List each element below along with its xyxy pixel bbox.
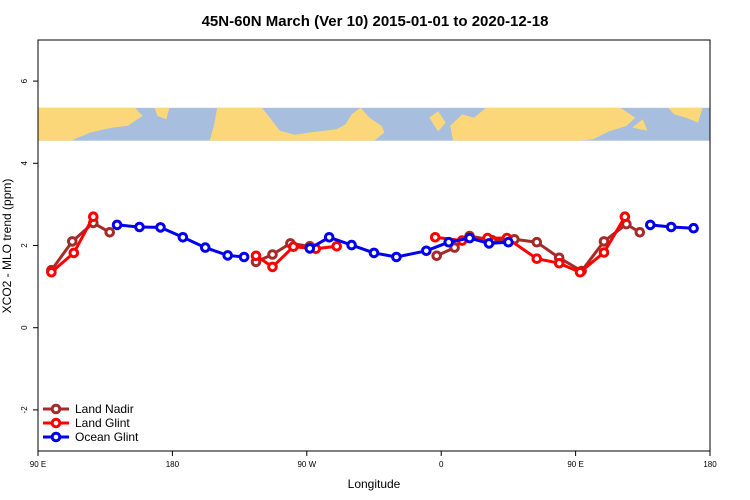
data-point-land-glint: [598, 247, 610, 258]
data-point-ocean-glint: [391, 251, 402, 263]
data-point-land-nadir: [104, 227, 115, 238]
data-point-ocean-glint: [134, 221, 145, 233]
map-land-shape: [450, 107, 636, 141]
data-point-land-nadir: [531, 236, 543, 248]
world-map-band: [38, 107, 710, 141]
data-point-ocean-glint: [222, 250, 233, 261]
data-point-land-glint: [574, 266, 586, 278]
y-tick-label: -2: [20, 406, 29, 414]
data-point-land-nadir: [67, 236, 78, 247]
series-line-land-nadir: [255, 241, 311, 264]
data-point-land-glint: [429, 232, 441, 243]
data-point-ocean-glint: [421, 245, 432, 257]
series-ocean-glint: [111, 219, 699, 263]
data-point-land-nadir: [449, 242, 460, 253]
data-point-ocean-glint: [304, 243, 316, 254]
data-point-ocean-glint: [503, 236, 514, 248]
series-line-land-nadir: [50, 221, 111, 272]
data-point-land-glint: [250, 250, 262, 262]
data-point-land-nadir: [634, 227, 646, 238]
data-point-land-glint: [553, 257, 565, 269]
y-tick-label: 2: [20, 243, 29, 248]
data-point-land-glint: [619, 211, 631, 222]
x-axis-label: Longitude: [348, 477, 401, 491]
data-point-land-glint: [331, 241, 343, 252]
data-point-ocean-glint: [688, 222, 699, 234]
data-point-land-glint: [46, 266, 57, 278]
data-point-ocean-glint: [200, 242, 211, 253]
legend-item-ocean-glint: Ocean Glint: [43, 430, 139, 444]
x-tick-label: 90 E: [30, 460, 46, 469]
map-land-shape: [632, 119, 648, 131]
y-tick-label: 6: [20, 78, 29, 83]
data-point-land-glint: [288, 241, 299, 252]
y-axis-label: XCO2 - MLO trend (ppm): [0, 179, 14, 314]
data-point-ocean-glint: [645, 219, 656, 231]
chart-title: 45N-60N March (Ver 10) 2015-01-01 to 202…: [202, 13, 549, 30]
data-point-land-glint: [531, 253, 543, 265]
x-tick-label: 90 E: [567, 460, 583, 469]
data-point-land-glint: [267, 261, 278, 273]
data-point-ocean-glint: [111, 219, 123, 231]
data-point-land-glint: [68, 247, 80, 259]
x-tick-label: 180: [703, 460, 717, 469]
y-tick-label: 0: [20, 325, 29, 330]
data-point-ocean-glint: [346, 239, 357, 251]
map-land-shape: [668, 107, 703, 123]
data-point-land-glint: [88, 211, 99, 222]
data-point-ocean-glint: [443, 236, 455, 248]
map-land-shape: [154, 107, 170, 120]
x-axis: 90 E 180 90 W 0 90 E 180: [30, 451, 717, 469]
data-point-land-nadir: [267, 249, 278, 260]
data-point-ocean-glint: [368, 247, 380, 259]
map-land-shape: [429, 111, 446, 132]
y-axis: -2 0 2 4 6: [20, 78, 38, 413]
map-land-shape: [38, 107, 143, 141]
legend-item-land-glint: Land Glint: [43, 416, 130, 430]
data-point-ocean-glint: [665, 221, 677, 233]
data-point-ocean-glint: [323, 232, 335, 243]
data-point-ocean-glint: [177, 232, 189, 243]
legend-marker-ocean-glint: [50, 431, 62, 443]
legend: Land Nadir Land Glint Ocean Glint: [43, 402, 139, 444]
x-tick-label: 0: [439, 460, 444, 469]
legend-label-land-nadir: Land Nadir: [75, 402, 134, 416]
series-line-ocean-glint: [309, 235, 509, 259]
map-land-shape: [209, 107, 385, 141]
data-point-ocean-glint: [464, 232, 475, 244]
data-point-ocean-glint: [238, 251, 250, 263]
data-point-land-nadir: [598, 236, 610, 247]
legend-marker-land-nadir: [50, 403, 62, 415]
x-tick-label: 90 W: [297, 460, 316, 469]
x-tick-label: 180: [166, 460, 180, 469]
series-layer: [46, 211, 699, 278]
legend-marker-land-glint: [50, 417, 62, 429]
data-point-ocean-glint: [483, 238, 495, 249]
y-tick-label: 4: [20, 161, 29, 166]
legend-label-ocean-glint: Ocean Glint: [75, 430, 139, 444]
data-point-land-nadir: [431, 250, 443, 262]
legend-item-land-nadir: Land Nadir: [43, 402, 134, 416]
series-line-land-nadir: [436, 222, 641, 273]
legend-label-land-glint: Land Glint: [75, 416, 130, 430]
data-point-ocean-glint: [155, 222, 166, 233]
